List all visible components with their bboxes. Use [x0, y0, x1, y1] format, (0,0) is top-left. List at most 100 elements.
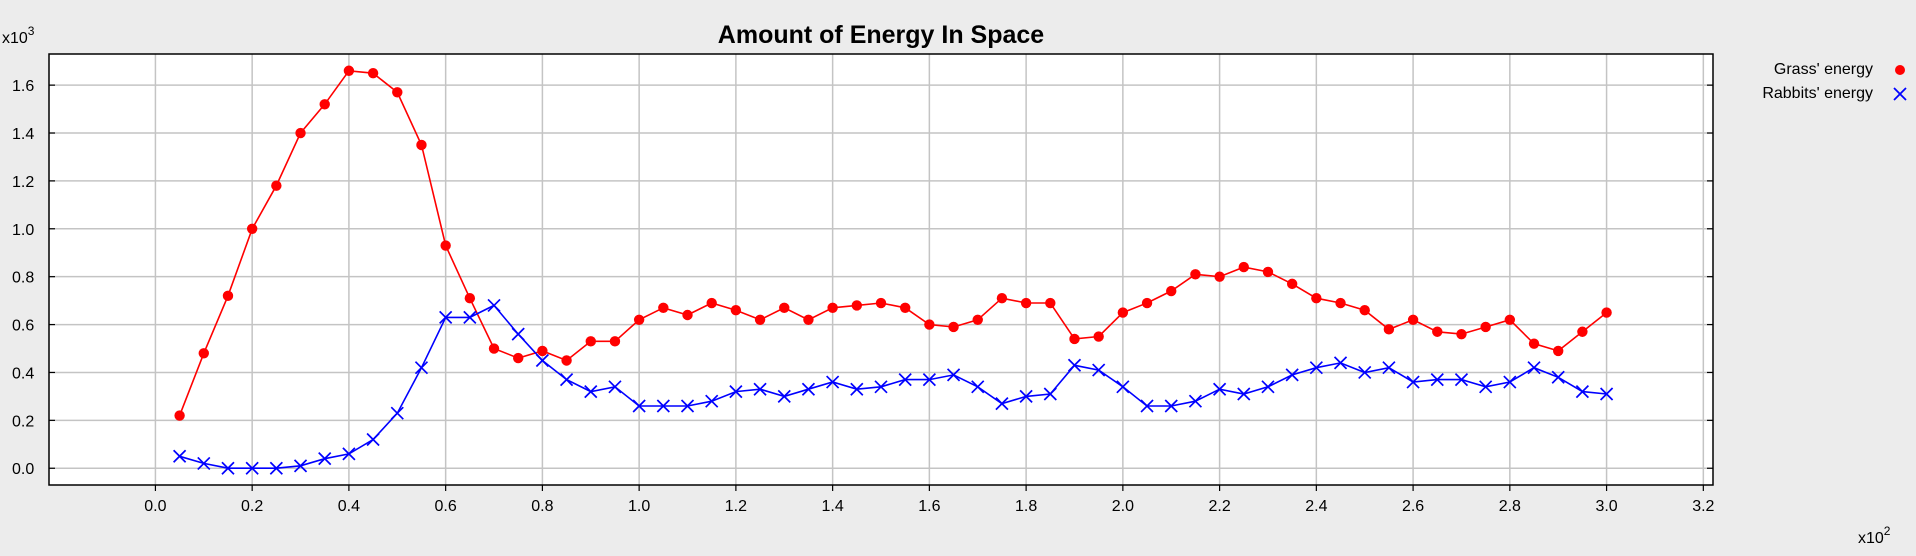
plot-frame [48, 53, 1714, 486]
series-grass [174, 65, 1612, 421]
data-point-grass [174, 410, 185, 421]
y-axis: 0.0 0.2 0.4 0.6 0.8 1.0 1.2 1.4 1.6 [12, 78, 1713, 478]
data-point-grass [1480, 321, 1491, 333]
data-point-grass [1335, 297, 1346, 309]
data-point-rabbits [584, 385, 598, 399]
data-point-rabbits [1092, 363, 1106, 377]
x-tick-label: 1.2 [725, 498, 747, 515]
x-tick-label: 2.2 [1208, 498, 1230, 515]
data-point-rabbits [463, 310, 477, 324]
data-point-rabbits [608, 380, 622, 394]
data-point-grass [319, 99, 330, 110]
data-point-grass [1069, 333, 1080, 345]
series-rabbits [173, 298, 1614, 475]
data-point-rabbits [1213, 382, 1227, 396]
data-point-rabbits [1430, 373, 1444, 387]
data-point-rabbits [826, 375, 840, 389]
data-point-rabbits [995, 396, 1009, 411]
data-point-grass [416, 139, 427, 151]
data-point-grass [1141, 297, 1153, 309]
data-point-grass [1190, 269, 1201, 280]
data-point-grass [464, 293, 476, 304]
y-tick-label: 0.0 [12, 461, 34, 478]
x-tick-label: 2.6 [1402, 498, 1424, 515]
data-point-grass [1045, 297, 1056, 309]
data-point-grass [1117, 307, 1129, 318]
y-axis-multiplier: x103 [2, 24, 35, 47]
data-point-rabbits [511, 327, 525, 341]
x-tick-label: 0.2 [241, 498, 263, 515]
x-tick-label: 1.8 [1015, 498, 1037, 515]
x-tick-label: 1.0 [628, 498, 650, 515]
data-point-grass [1432, 326, 1443, 337]
data-point-rabbits [705, 394, 719, 408]
data-point-grass [1262, 266, 1274, 278]
data-point-grass [996, 293, 1008, 304]
data-point-rabbits [1454, 373, 1469, 387]
legend-marker-grass [1895, 65, 1905, 75]
data-point-grass [1553, 345, 1564, 357]
data-point-grass [1528, 338, 1540, 349]
data-point-rabbits [559, 373, 574, 387]
data-point-grass [875, 297, 887, 309]
data-point-rabbits [874, 380, 888, 394]
data-point-grass [851, 300, 863, 311]
data-point-grass [585, 336, 596, 347]
data-point-grass [1238, 261, 1249, 273]
legend-item-grass: Grass' energy [1774, 61, 1905, 78]
data-point-rabbits [801, 382, 816, 396]
data-point-rabbits [729, 385, 743, 399]
data-point-rabbits [1019, 389, 1033, 404]
data-point-rabbits [971, 380, 985, 394]
data-point-rabbits [439, 310, 453, 324]
data-point-grass [1093, 331, 1104, 342]
data-point-grass [899, 302, 911, 314]
data-point-grass [488, 343, 500, 354]
data-point-rabbits [946, 368, 961, 382]
legend-label-rabbits: Rabbits' energy [1762, 85, 1873, 102]
x-axis-multiplier: x102 [1858, 524, 1891, 547]
data-point-grass [924, 319, 935, 330]
data-point-grass [754, 314, 766, 325]
y-tick-label: 1.2 [12, 174, 34, 191]
y-tick-label: 1.6 [12, 78, 34, 95]
data-point-grass [1359, 305, 1370, 316]
data-point-rabbits [632, 399, 646, 413]
x-tick-label: 3.2 [1692, 498, 1714, 515]
data-point-grass [730, 305, 742, 316]
data-point-rabbits [366, 432, 380, 447]
data-point-rabbits [1116, 380, 1130, 394]
data-point-rabbits [753, 382, 767, 396]
data-point-rabbits [922, 373, 936, 387]
data-point-rabbits [680, 399, 695, 413]
data-point-rabbits [1164, 399, 1178, 413]
data-point-grass [706, 297, 717, 309]
x-tick-label: 3.0 [1595, 498, 1617, 515]
data-point-grass [246, 223, 258, 234]
data-point-grass [803, 314, 814, 325]
data-point-rabbits [293, 459, 308, 473]
data-point-grass [1286, 278, 1298, 290]
data-point-rabbits [1382, 361, 1396, 375]
x-tick-label: 0.4 [338, 498, 360, 515]
data-point-grass [609, 336, 621, 347]
data-point-rabbits [1043, 387, 1057, 401]
data-point-grass [1383, 324, 1395, 335]
x-tick-label: 2.8 [1499, 498, 1521, 515]
data-point-rabbits [269, 461, 283, 475]
data-point-rabbits [1261, 380, 1275, 394]
data-point-grass [972, 314, 983, 325]
chart-title: Amount of Energy In Space [718, 21, 1045, 49]
data-point-rabbits [1067, 358, 1082, 372]
x-tick-label: 0.8 [531, 498, 553, 515]
data-point-grass [513, 352, 524, 364]
grid-lines [49, 54, 1713, 485]
legend-label-grass: Grass' energy [1774, 61, 1873, 78]
data-point-rabbits [487, 298, 501, 313]
data-point-rabbits [245, 461, 259, 475]
x-tick-label: 2.0 [1112, 498, 1134, 515]
data-point-grass [1166, 285, 1177, 297]
series-layer [173, 65, 1614, 475]
data-point-rabbits [1527, 361, 1541, 375]
